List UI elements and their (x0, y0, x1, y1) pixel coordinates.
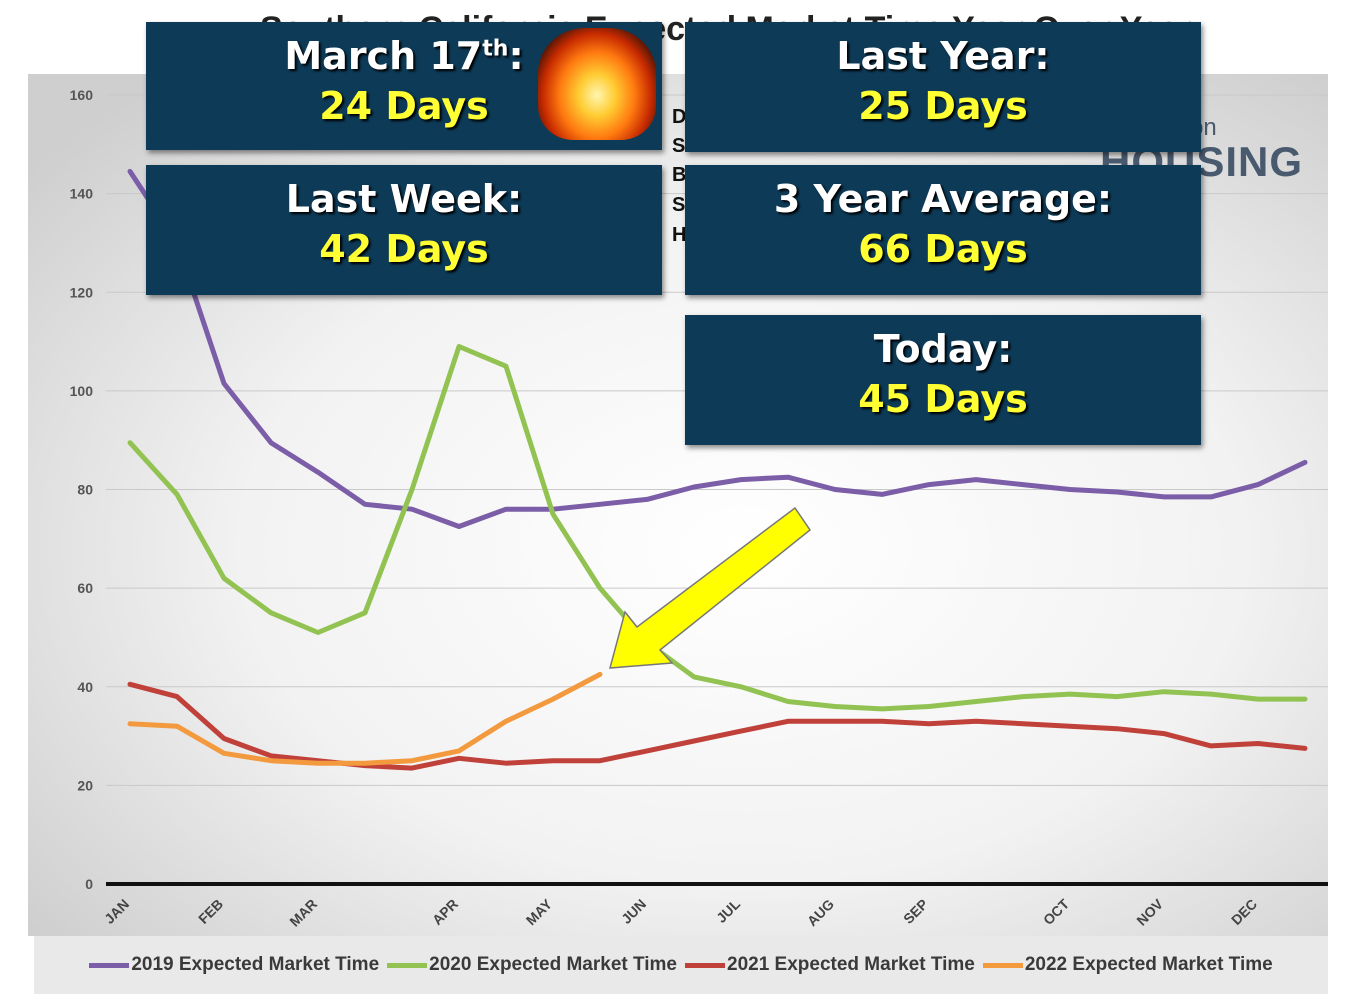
y-tick-label: 100 (70, 383, 94, 399)
y-tick-label: 0 (85, 876, 93, 892)
chart-legend: 2019 Expected Market Time 2020 Expected … (34, 936, 1328, 994)
today-label: Today: (873, 327, 1013, 371)
mid-letter-4: S (672, 194, 686, 216)
mid-letter-3: B (672, 164, 687, 186)
y-tick-label: 60 (77, 580, 93, 596)
three-year-average-box: 3 Year Average: 66 Days (685, 165, 1201, 295)
y-tick-label: 120 (70, 284, 94, 300)
march-label: March 17 (284, 34, 483, 78)
legend-2022: 2022 Expected Market Time (982, 954, 1273, 976)
y-tick-label: 20 (77, 777, 93, 793)
legend-swatch-2020 (387, 962, 428, 968)
y-tick-label: 40 (77, 679, 93, 695)
legend-label-2020: 2020 Expected Market Time (429, 954, 677, 975)
legend-swatch-2019 (89, 962, 130, 968)
legend-swatch-2022 (982, 962, 1023, 968)
legend-2020: 2020 Expected Market Time (387, 954, 677, 976)
legend-label-2022: 2022 Expected Market Time (1024, 954, 1273, 975)
march-label-suffix: : (508, 34, 524, 78)
mid-letter-5: H (672, 224, 687, 246)
legend-label-2019: 2019 Expected Market Time (131, 954, 380, 975)
last-week-label: Last Week: (285, 177, 523, 221)
legend-2019: 2019 Expected Market Time (89, 954, 379, 976)
today-box: Today: 45 Days (685, 315, 1201, 445)
three-year-value: 66 Days (858, 227, 1028, 271)
fire-icon (538, 28, 656, 140)
mid-letter-1: D (672, 106, 687, 128)
last-year-box: Last Year: 25 Days (685, 22, 1201, 152)
legend-label-2021: 2021 Expected Market Time (727, 954, 975, 975)
legend-2021: 2021 Expected Market Time (685, 954, 975, 976)
y-tick-label: 160 (70, 87, 94, 103)
last-week-value: 42 Days (319, 227, 489, 271)
series-line-2020 (127, 344, 1308, 712)
series-line-2022 (127, 671, 603, 766)
last-year-label: Last Year: (836, 34, 1050, 78)
legend-swatch-2021 (685, 962, 725, 968)
march-value: 24 Days (319, 84, 489, 128)
y-tick-label: 80 (77, 482, 93, 498)
march-label-sup: th (482, 36, 509, 62)
yellow-arrow (609, 506, 812, 669)
three-year-label: 3 Year Average: (773, 177, 1113, 221)
last-week-box: Last Week: 42 Days (146, 165, 662, 295)
y-tick-label: 140 (70, 186, 94, 202)
last-year-value: 25 Days (858, 84, 1028, 128)
today-value: 45 Days (858, 377, 1028, 421)
series-line-2019 (127, 168, 1308, 529)
mid-letter-2: S (672, 135, 686, 157)
